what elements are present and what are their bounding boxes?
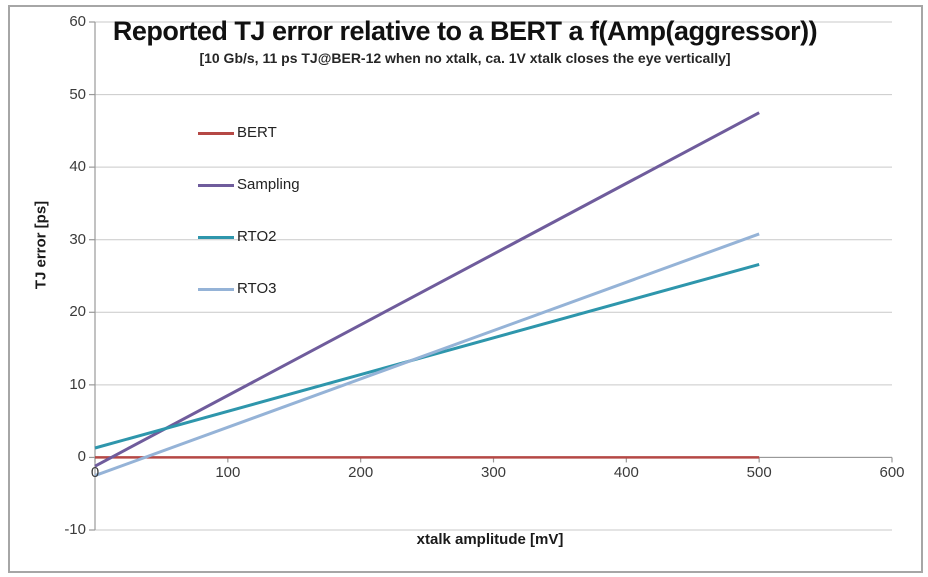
x-tick-label-100: 100 (215, 464, 241, 482)
legend-swatch-rto2 (198, 235, 234, 239)
chart-subtitle: [10 Gb/s, 11 ps TJ@BER-12 when no xtalk,… (199, 50, 731, 66)
y-tick-label-30: 30 (69, 230, 86, 248)
legend-item-bert: BERT (198, 125, 277, 141)
legend-swatch-rto3 (198, 287, 234, 291)
x-tick-label-500: 500 (746, 464, 772, 482)
legend-label-sampling: Sampling (237, 176, 300, 193)
y-tick-label-60: 60 (69, 13, 86, 30)
series-line-sampling (94, 111, 760, 468)
legend-label-rto3: RTO3 (237, 280, 277, 297)
chart-title: Reported TJ error relative to a BERT a f… (112, 16, 818, 46)
y-tick-label-40: 40 (69, 158, 86, 176)
y-axis-title: TJ error [ps] (32, 200, 50, 290)
x-tick-label-600: 600 (879, 464, 905, 482)
x-tick-label-200: 200 (348, 464, 374, 482)
x-tick-label-300: 300 (480, 464, 507, 482)
legend-swatch-sampling (198, 183, 234, 187)
legend-label-rto2: RTO2 (237, 228, 277, 245)
x-tick-label-400: 400 (613, 464, 639, 482)
legend-item-rto2: RTO2 (198, 229, 276, 245)
y-tick-label-20: 20 (69, 303, 86, 321)
series-line-rto3 (94, 232, 760, 477)
y-tick-label--10: -10 (64, 521, 86, 538)
legend-item-sampling: Sampling (198, 177, 300, 193)
legend-swatch-bert (198, 131, 234, 135)
legend-label-bert: BERT (237, 124, 277, 141)
y-tick-label-50: 50 (69, 85, 86, 103)
legend-item-rto3: RTO3 (198, 281, 276, 297)
y-tick-label-0: 0 (77, 448, 86, 466)
x-axis-title: xtalk amplitude [mV] (416, 531, 564, 548)
y-tick-label-10: 10 (69, 375, 86, 393)
x-tick-label-0: 0 (90, 464, 100, 482)
